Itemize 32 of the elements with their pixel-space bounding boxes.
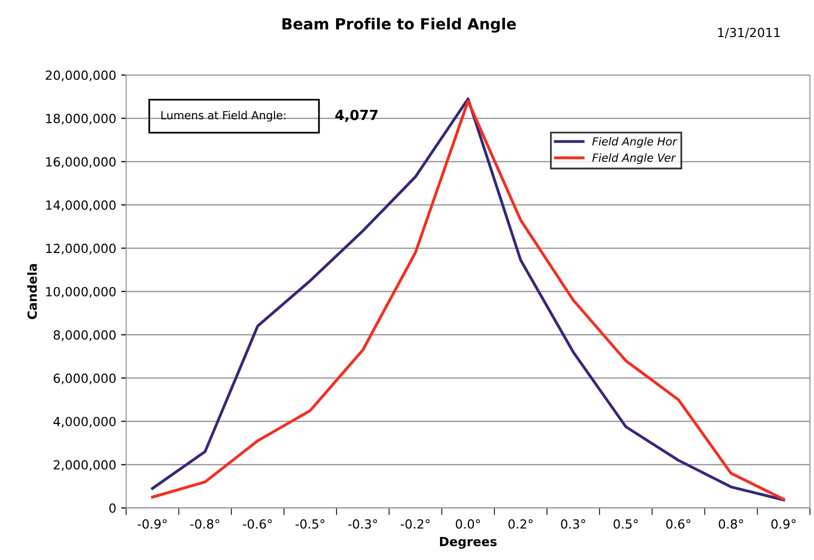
x-tick-label: -0.3° — [348, 519, 377, 529]
y-tick-label: 0 — [109, 503, 116, 513]
x-axis-title: Degrees — [440, 536, 497, 549]
x-tick-label: 0.5° — [614, 519, 638, 529]
y-tick-label: 18,000,000 — [46, 114, 116, 125]
legend-label: Field Angle Hor — [592, 136, 678, 148]
x-tick-label: -0.2° — [400, 519, 430, 529]
y-tick-label: 12,000,000 — [46, 244, 116, 254]
y-tick-label: 16,000,000 — [46, 157, 116, 168]
x-tick-label: 0.6° — [666, 519, 690, 529]
y-tick-label: 4,000,000 — [53, 416, 116, 428]
y-tick-label: 14,000,000 — [46, 200, 116, 212]
x-tick-label: 0.2° — [508, 519, 533, 529]
x-tick-label: 0.8° — [718, 519, 743, 529]
chart-title: Beam Profile to Field Angle — [282, 18, 516, 33]
y-axis-title: Candela — [27, 264, 37, 320]
x-tick-label: -0.9° — [138, 519, 167, 529]
x-tick-label: -0.5° — [296, 519, 324, 529]
y-tick-label: 2,000,000 — [54, 460, 116, 471]
x-tick-label: -0.6° — [242, 519, 272, 529]
y-tick-label: 20,000,000 — [46, 70, 116, 82]
annotation: 4,077 — [335, 110, 378, 122]
legend-label: Field Angle Ver — [592, 153, 676, 164]
y-tick-label: 8,000,000 — [54, 330, 116, 341]
text: 1/31/2011 — [718, 28, 780, 38]
annotation: Lumens at Field Angle: — [161, 110, 286, 122]
x-tick-label: 0.3° — [561, 519, 586, 529]
x-tick-label: 0.9° — [771, 519, 796, 529]
y-tick-label: 10,000,000 — [46, 286, 116, 298]
x-tick-label: 0.0° — [456, 519, 480, 529]
y-tick-label: 6,000,000 — [54, 374, 116, 384]
x-tick-label: -0.8° — [190, 519, 220, 529]
